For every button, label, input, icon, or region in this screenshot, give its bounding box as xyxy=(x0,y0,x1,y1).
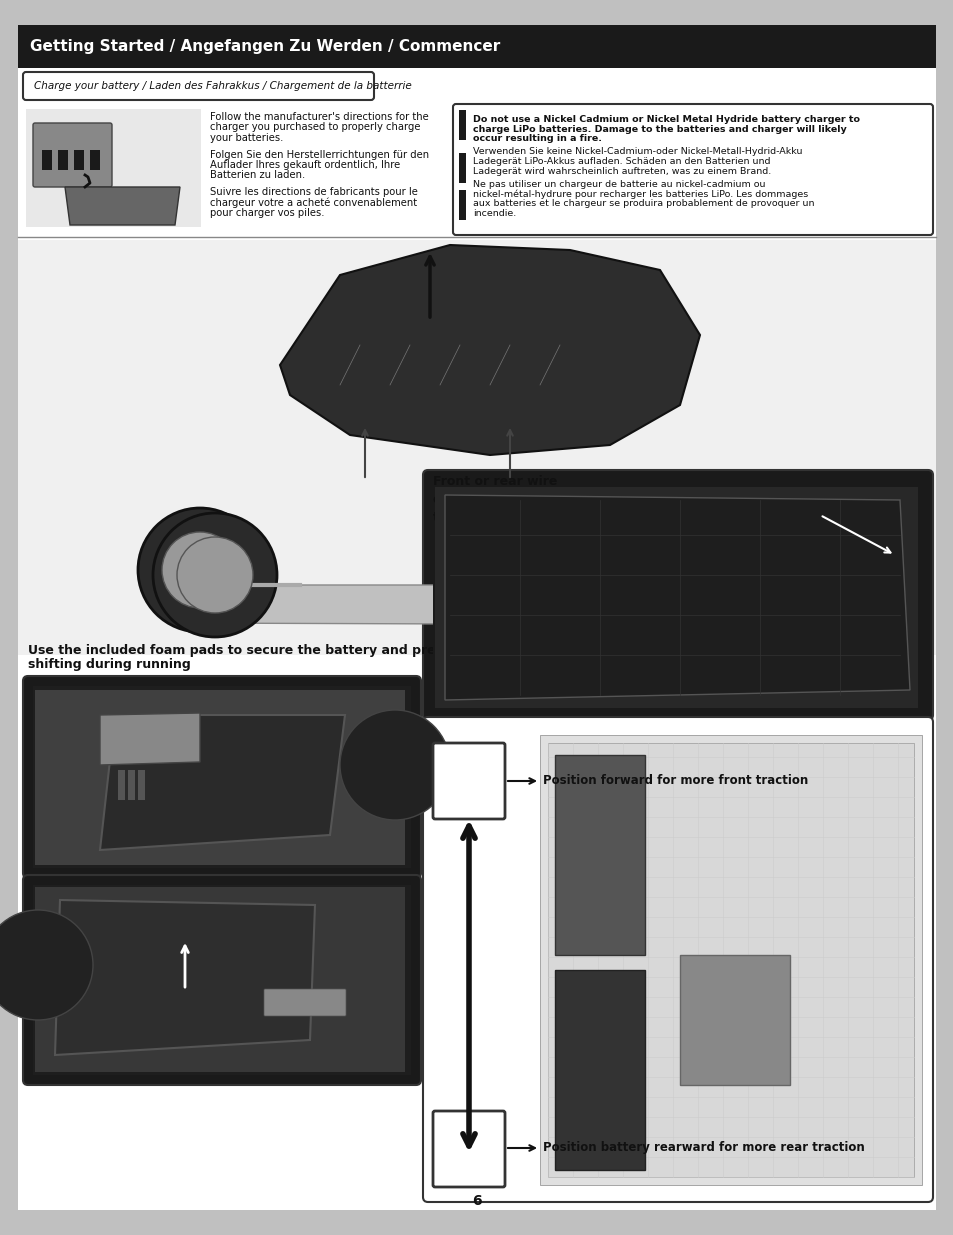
Text: aux batteries et le chargeur se produira probablement de provoquer un: aux batteries et le chargeur se produira… xyxy=(473,199,814,207)
Bar xyxy=(458,190,465,220)
FancyBboxPatch shape xyxy=(433,1112,504,1187)
Polygon shape xyxy=(55,900,314,1055)
Text: Auflader Ihres gekauft ordentlich, Ihre: Auflader Ihres gekauft ordentlich, Ihre xyxy=(210,161,400,170)
FancyBboxPatch shape xyxy=(23,876,420,1086)
Bar xyxy=(42,149,52,170)
Polygon shape xyxy=(35,887,405,1072)
Bar xyxy=(138,769,145,800)
Bar xyxy=(26,109,201,227)
Text: Ne pas utiliser un chargeur de batterie au nickel-cadmium ou: Ne pas utiliser un chargeur de batterie … xyxy=(473,180,764,189)
Circle shape xyxy=(177,537,253,613)
Bar xyxy=(458,153,465,183)
Circle shape xyxy=(162,532,237,608)
Text: 6: 6 xyxy=(472,1194,481,1208)
Text: Position forward for more front traction: Position forward for more front traction xyxy=(542,774,807,788)
Text: Ladegerät LiPo-Akkus aufladen. Schäden an den Batterien und: Ladegerät LiPo-Akkus aufladen. Schäden a… xyxy=(473,157,770,165)
Circle shape xyxy=(0,910,92,1020)
FancyBboxPatch shape xyxy=(453,104,932,235)
Bar xyxy=(74,149,84,170)
Bar xyxy=(547,743,913,1177)
Circle shape xyxy=(138,508,262,632)
Bar xyxy=(18,25,935,68)
FancyBboxPatch shape xyxy=(433,743,504,819)
Bar xyxy=(58,149,68,170)
Text: shifting during running: shifting during running xyxy=(28,658,191,671)
Text: incendie.: incendie. xyxy=(473,209,516,217)
Bar xyxy=(128,769,135,800)
Text: Follow the manufacturer's directions for the: Follow the manufacturer's directions for… xyxy=(210,112,428,122)
Polygon shape xyxy=(280,245,700,454)
Bar xyxy=(458,110,465,140)
Text: Suivre les directions de fabricants pour le: Suivre les directions de fabricants pour… xyxy=(210,186,417,198)
Polygon shape xyxy=(35,690,405,864)
Bar xyxy=(33,685,411,868)
Text: Front or rear wire
openings allow you
to choose positioning: Front or rear wire openings allow you to… xyxy=(433,475,583,524)
Polygon shape xyxy=(435,487,917,708)
Circle shape xyxy=(667,508,791,632)
Text: Batterien zu laden.: Batterien zu laden. xyxy=(210,170,305,180)
FancyBboxPatch shape xyxy=(264,989,346,1016)
Polygon shape xyxy=(65,186,180,225)
Polygon shape xyxy=(444,495,909,700)
FancyBboxPatch shape xyxy=(18,25,935,1210)
Text: pour charger vos piles.: pour charger vos piles. xyxy=(210,207,324,219)
Bar xyxy=(18,240,935,655)
Text: occur resulting in a fire.: occur resulting in a fire. xyxy=(473,135,601,143)
Text: Ladegerät wird wahrscheinlich auftreten, was zu einem Brand.: Ladegerät wird wahrscheinlich auftreten,… xyxy=(473,167,770,175)
Circle shape xyxy=(652,513,776,637)
Text: your batteries.: your batteries. xyxy=(210,133,283,143)
Circle shape xyxy=(339,710,450,820)
Text: Position battery rearward for more rear traction: Position battery rearward for more rear … xyxy=(542,1141,863,1155)
Bar xyxy=(90,149,100,170)
Bar xyxy=(539,735,921,1186)
Polygon shape xyxy=(100,715,345,850)
Bar xyxy=(555,755,644,955)
Bar xyxy=(433,480,923,710)
FancyBboxPatch shape xyxy=(422,718,932,1202)
Text: Folgen Sie den Herstellerrichtungen für den: Folgen Sie den Herstellerrichtungen für … xyxy=(210,149,429,159)
Text: Getting Started / Angefangen Zu Werden / Commencer: Getting Started / Angefangen Zu Werden /… xyxy=(30,40,499,54)
Circle shape xyxy=(677,537,752,613)
Bar xyxy=(679,955,789,1086)
Text: Charge your battery / Laden des Fahrakkus / Chargement de la batterrie: Charge your battery / Laden des Fahrakku… xyxy=(34,82,412,91)
Text: Use the included foam pads to secure the battery and prevent: Use the included foam pads to secure the… xyxy=(28,643,467,657)
FancyBboxPatch shape xyxy=(422,471,932,720)
Bar xyxy=(555,969,644,1170)
FancyBboxPatch shape xyxy=(33,124,112,186)
Text: charger you purchased to properly charge: charger you purchased to properly charge xyxy=(210,122,420,132)
Polygon shape xyxy=(100,713,200,764)
FancyBboxPatch shape xyxy=(23,72,374,100)
Circle shape xyxy=(152,513,276,637)
Text: Verwenden Sie keine Nickel-Cadmium-oder Nickel-Metall-Hydrid-Akku: Verwenden Sie keine Nickel-Cadmium-oder … xyxy=(473,147,801,157)
FancyBboxPatch shape xyxy=(23,676,420,878)
Text: nickel-métal-hydrure pour recharger les batteries LiPo. Les dommages: nickel-métal-hydrure pour recharger les … xyxy=(473,189,807,199)
Text: chargeur votre a acheté convenablement: chargeur votre a acheté convenablement xyxy=(210,198,416,207)
Bar xyxy=(18,105,935,235)
Text: charge LiPo batteries. Damage to the batteries and charger will likely: charge LiPo batteries. Damage to the bat… xyxy=(473,125,846,133)
Bar xyxy=(33,885,411,1074)
Circle shape xyxy=(691,532,767,608)
Bar xyxy=(118,769,125,800)
Text: Do not use a Nickel Cadmium or Nickel Metal Hydride battery charger to: Do not use a Nickel Cadmium or Nickel Me… xyxy=(473,115,859,124)
Polygon shape xyxy=(160,585,780,625)
